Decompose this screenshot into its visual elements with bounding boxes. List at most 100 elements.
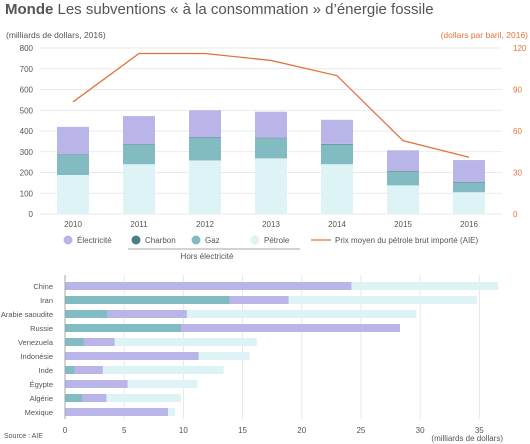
bar-gaz-2014 [321, 144, 353, 165]
bar-charbon-2015 [387, 171, 419, 172]
bar-charbon-2012 [189, 137, 221, 139]
y-tick-label-300: 300 [20, 148, 34, 157]
y2-tick-label-0: 0 [513, 210, 518, 219]
legend-swatch-charbon [131, 235, 141, 245]
hbar-petrole-chine [351, 282, 499, 290]
hbar-electricite-iran [229, 296, 289, 304]
h-category-label-inde: Inde [38, 366, 53, 375]
hbar-gaz-algerie [65, 394, 83, 402]
bar-gaz-2015 [387, 171, 419, 186]
hbar-petrole-venezuela [114, 338, 257, 346]
bar-gaz-2012 [189, 138, 221, 161]
h-category-label-russie: Russie [30, 324, 53, 333]
bar-petrole-2013 [255, 158, 287, 214]
h-x-axis-unit: (milliards de dollars) [431, 434, 503, 443]
h-category-label-chine: Chine [33, 282, 53, 291]
chart-title: Monde Les subventions « à la consommatio… [5, 1, 434, 18]
hbar-petrole-algerie [106, 394, 182, 402]
x-tick-label-2013: 2013 [262, 220, 280, 229]
h-category-label-egypte: Égypte [30, 380, 53, 389]
y-tick-label-500: 500 [20, 106, 34, 115]
title-region: Monde [5, 1, 54, 18]
bar-gaz-2010 [57, 154, 89, 175]
hbar-gaz-venezuela [65, 338, 84, 346]
bar-charbon-2016 [453, 182, 485, 183]
x-tick-label-2015: 2015 [394, 220, 412, 229]
h-x-tick-label-15: 15 [238, 426, 247, 435]
legend-label-electricite: Électricité [77, 236, 112, 245]
hbar-electricite-egypte [65, 380, 128, 388]
h-category-label-iran: Iran [40, 296, 53, 305]
bar-charbon-2013 [255, 137, 287, 139]
price-line [72, 52, 470, 158]
legend-group-label: Hors électricité [181, 252, 234, 261]
legend-label-charbon: Charbon [145, 236, 176, 245]
legend-swatch-gaz [191, 235, 201, 245]
bar-petrole-2010 [57, 174, 89, 214]
hbar-electricite-venezuela [83, 338, 115, 346]
hbar-electricite-algerie [82, 394, 107, 402]
bar-petrole-2011 [123, 164, 155, 214]
legend-label-petrole: Pétrole [264, 236, 290, 245]
bar-electricite-2012 [189, 110, 221, 138]
y-tick-label-700: 700 [20, 65, 34, 74]
h-category-label-indonesie: Indonésie [20, 352, 53, 361]
y-tick-label-600: 600 [20, 86, 34, 95]
legend-swatch-electricite [63, 235, 73, 245]
bar-gaz-2016 [453, 182, 485, 193]
hbar-gaz-inde [65, 366, 75, 374]
hbar-gaz-iran [65, 296, 230, 304]
bar-electricite-2015 [387, 150, 419, 172]
bar-charbon-2010 [57, 154, 89, 155]
hbar-electricite-inde [74, 366, 103, 374]
hbar-petrole-mexique [167, 408, 176, 416]
hbar-electricite-mexique [65, 408, 168, 416]
hbar-electricite-indonesie [65, 352, 199, 360]
x-tick-label-2016: 2016 [460, 220, 478, 229]
hbar-petrole-arabie-saoudite [186, 310, 417, 318]
bar-gaz-2011 [123, 144, 155, 165]
h-x-tick-label-25: 25 [356, 426, 365, 435]
bar-petrole-2014 [321, 164, 353, 214]
h-category-label-arabie-saoudite: Arabie saoudite [1, 310, 53, 319]
hbar-petrole-iran [288, 296, 477, 304]
hbar-petrole-indonesie [198, 352, 250, 360]
hbar-gaz-arabie-saoudite [65, 310, 108, 318]
y-tick-label-200: 200 [20, 169, 34, 178]
h-x-tick-label-5: 5 [122, 426, 127, 435]
x-tick-label-2010: 2010 [64, 220, 82, 229]
bar-petrole-2016 [453, 192, 485, 214]
x-tick-label-2012: 2012 [196, 220, 214, 229]
y2-tick-label-90: 90 [513, 86, 522, 95]
hbar-electricite-russie [181, 324, 401, 332]
bar-electricite-2014 [321, 119, 353, 144]
bar-charbon-2014 [321, 143, 353, 145]
y-tick-label-400: 400 [20, 127, 34, 136]
y2-tick-label-30: 30 [513, 169, 522, 178]
y-tick-label-100: 100 [20, 189, 34, 198]
hbar-gaz-russie [65, 324, 182, 332]
bar-charbon-2011 [123, 144, 155, 145]
left-axis-unit: (milliards de dollars, 2016) [6, 30, 106, 40]
h-category-label-algerie: Algérie [30, 394, 53, 403]
hbar-electricite-chine [65, 282, 352, 290]
source-note: Source : AIE [4, 433, 43, 440]
y-tick-label-800: 800 [20, 44, 34, 53]
y-tick-label-0: 0 [29, 210, 34, 219]
bar-petrole-2015 [387, 185, 419, 214]
bar-petrole-2012 [189, 160, 221, 214]
title-text: Les subventions « à la consommation » d’… [57, 1, 434, 18]
bar-electricite-2011 [123, 116, 155, 145]
h-category-label-venezuela: Venezuela [18, 338, 54, 347]
legend-label-gaz: Gaz [205, 236, 220, 245]
y2-tick-label-60: 60 [513, 127, 522, 136]
hbar-petrole-inde [102, 366, 224, 374]
h-x-tick-label-20: 20 [297, 426, 306, 435]
h-x-tick-label-0: 0 [63, 426, 68, 435]
legend-label-prix: Prix moyen du pétrole brut importé (AIE) [335, 236, 479, 245]
x-tick-label-2011: 2011 [130, 220, 148, 229]
bar-electricite-2010 [57, 126, 89, 155]
hbar-petrole-egypte [127, 380, 198, 388]
h-x-tick-label-10: 10 [179, 426, 188, 435]
